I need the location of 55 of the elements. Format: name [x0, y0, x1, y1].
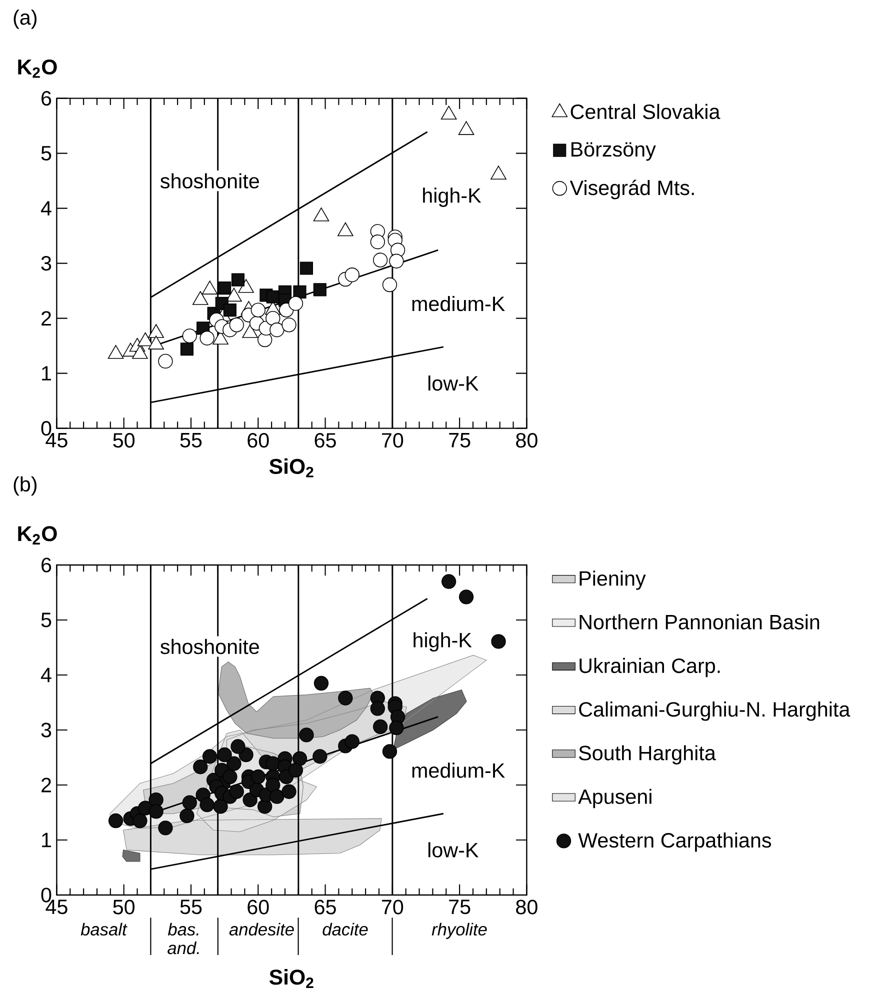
- x-tick-label: 75: [449, 900, 470, 914]
- chart-title: (b): [14, 476, 37, 496]
- annotation: low-K: [428, 842, 479, 858]
- y-tick-label: 2: [42, 778, 51, 792]
- x-tick-label: 80: [516, 433, 538, 448]
- y-tick-label: 1: [42, 832, 51, 848]
- annotation: medium-K: [412, 296, 505, 312]
- chart-title: (a): [14, 10, 37, 29]
- y-tick-label: 4: [40, 201, 52, 216]
- annotation: high-K: [414, 632, 472, 652]
- annotation: shoshonite: [160, 638, 259, 654]
- legend-label: Ukrainian Carp.: [580, 658, 720, 678]
- text: dacite: [322, 922, 368, 936]
- y-tick-label: 1: [42, 366, 51, 380]
- x-tick-label: 70: [382, 433, 404, 448]
- legend-label: Central Slovakia: [570, 104, 720, 120]
- x-tick-label: 65: [314, 433, 336, 448]
- x-axis-title: SiO$_{2}$: [269, 969, 314, 988]
- legend-label: Calimani-Gurghiu-N. Harghita: [579, 702, 850, 721]
- annotation: low-K: [428, 376, 479, 391]
- x-axis-title: SiO$_{2}$: [269, 458, 314, 478]
- y-axis-title: K$_{2}$O: [18, 526, 57, 544]
- legend-label: South Harghita: [579, 745, 716, 764]
- x-tick-label: 80: [516, 900, 538, 914]
- legend-label: Visegrád Mts.: [570, 180, 694, 200]
- x-tick-label: 50: [113, 433, 135, 448]
- x-tick-label: 60: [248, 900, 269, 914]
- y-tick-label: 2: [42, 311, 51, 326]
- y-tick-label: 3: [41, 722, 52, 738]
- y-tick-label: 6: [42, 91, 52, 106]
- x-tick-label: 60: [248, 433, 269, 448]
- y-tick-label: 5: [41, 146, 52, 161]
- annotation: high-K: [423, 188, 482, 207]
- x-tick-label: 55: [180, 900, 202, 914]
- y-tick-label: 5: [41, 612, 52, 628]
- text: basalt: [80, 922, 128, 936]
- legend-label: Western Carpathians: [578, 832, 772, 852]
- text: andesite: [229, 922, 294, 936]
- x-tick-label: 55: [180, 433, 202, 448]
- y-axis-title: K$_{2}$O: [18, 59, 57, 78]
- legend-label: Northern Pannonian Basin: [580, 614, 820, 630]
- legend-label: Pieniny: [580, 570, 646, 590]
- legend-label: Börzsöny: [571, 142, 656, 161]
- annotation: shoshonite: [160, 173, 259, 188]
- x-tick-label: 50: [113, 900, 135, 914]
- y-tick-label: 6: [42, 558, 52, 572]
- x-tick-label: 75: [449, 433, 470, 448]
- text: rhyolite: [432, 922, 487, 939]
- x-tick-label: 70: [382, 900, 404, 914]
- legend-label: Apuseni: [578, 788, 652, 808]
- x-tick-label: 65: [314, 900, 336, 914]
- y-tick-label: 3: [41, 256, 52, 271]
- annotation: medium-K: [412, 762, 505, 778]
- text: bas. and.: [168, 922, 199, 954]
- y-tick-label: 4: [40, 668, 52, 682]
